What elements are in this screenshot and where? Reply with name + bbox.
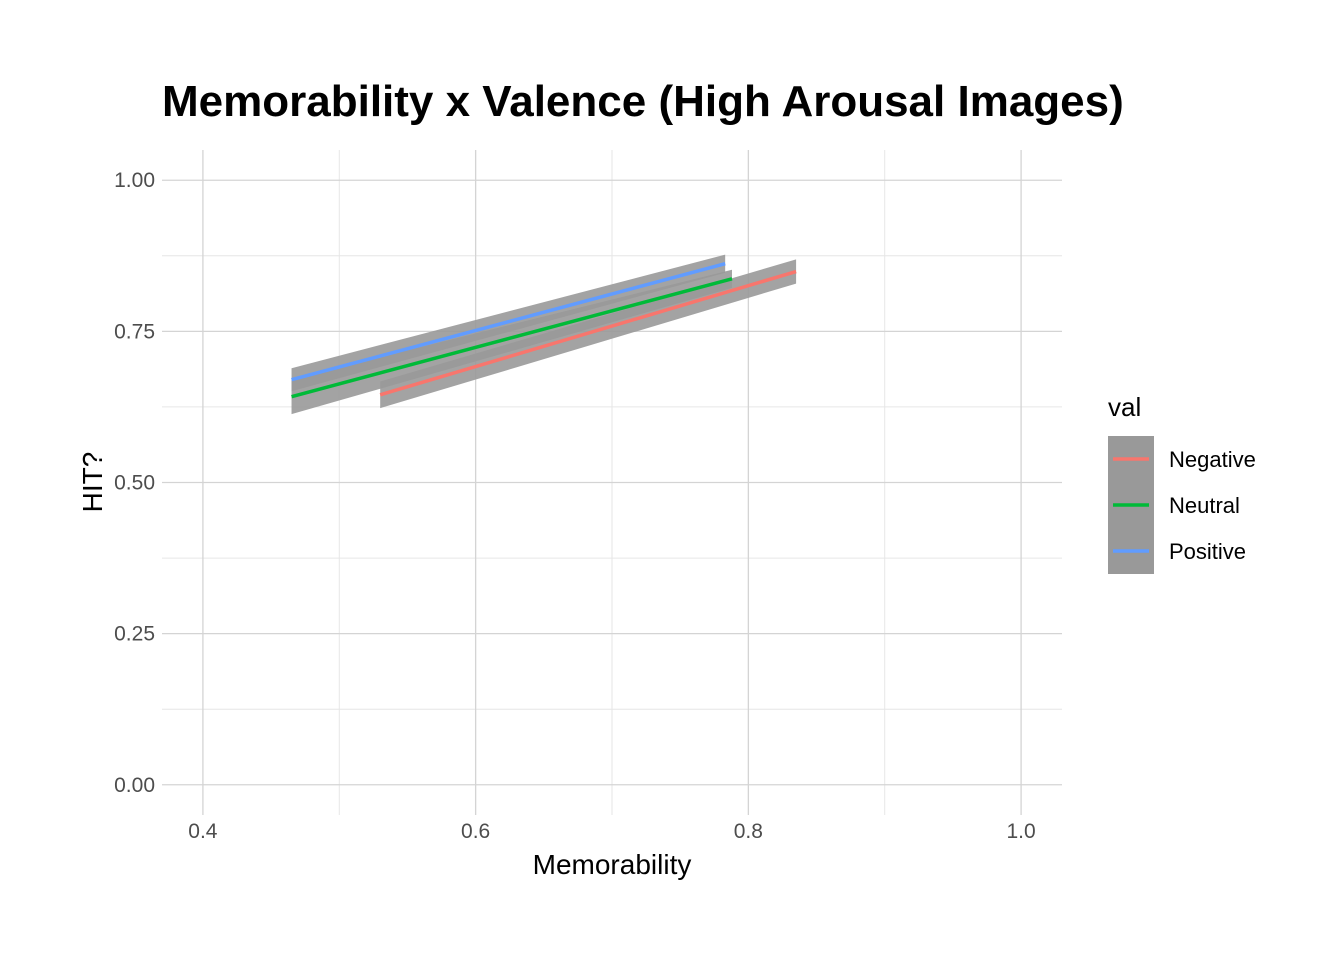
x-axis-label: Memorability xyxy=(533,849,692,880)
legend-label-positive: Positive xyxy=(1169,539,1246,564)
confidence-ribbons xyxy=(291,254,797,415)
legend-title: val xyxy=(1108,392,1141,422)
legend: val Negative Neutral Positive xyxy=(1108,392,1256,574)
y-tick-label: 0.25 xyxy=(114,623,155,646)
y-tick-label: 0.50 xyxy=(114,472,155,495)
major-gridlines xyxy=(162,150,1062,815)
chart-title: Memorability x Valence (High Arousal Ima… xyxy=(162,77,1124,126)
x-tick-label: 0.6 xyxy=(461,820,490,843)
y-axis-ticks: 0.00 0.25 0.50 0.75 1.00 xyxy=(114,169,155,797)
x-tick-label: 1.0 xyxy=(1006,820,1035,843)
legend-label-neutral: Neutral xyxy=(1169,493,1240,518)
x-tick-label: 0.4 xyxy=(188,820,218,843)
legend-label-negative: Negative xyxy=(1169,447,1256,472)
series-line-positive xyxy=(291,261,726,382)
y-axis-label: HIT? xyxy=(77,452,108,513)
series-line-negative xyxy=(379,269,797,397)
x-tick-label: 0.8 xyxy=(734,820,763,843)
y-tick-label: 1.00 xyxy=(114,169,155,192)
series-line-neutral xyxy=(291,277,733,399)
y-tick-label: 0.00 xyxy=(114,774,155,797)
regression-lines xyxy=(291,261,797,399)
y-tick-label: 0.75 xyxy=(114,320,155,343)
ribbon-neutral xyxy=(291,269,732,415)
x-axis-ticks: 0.4 0.6 0.8 1.0 xyxy=(188,820,1035,843)
